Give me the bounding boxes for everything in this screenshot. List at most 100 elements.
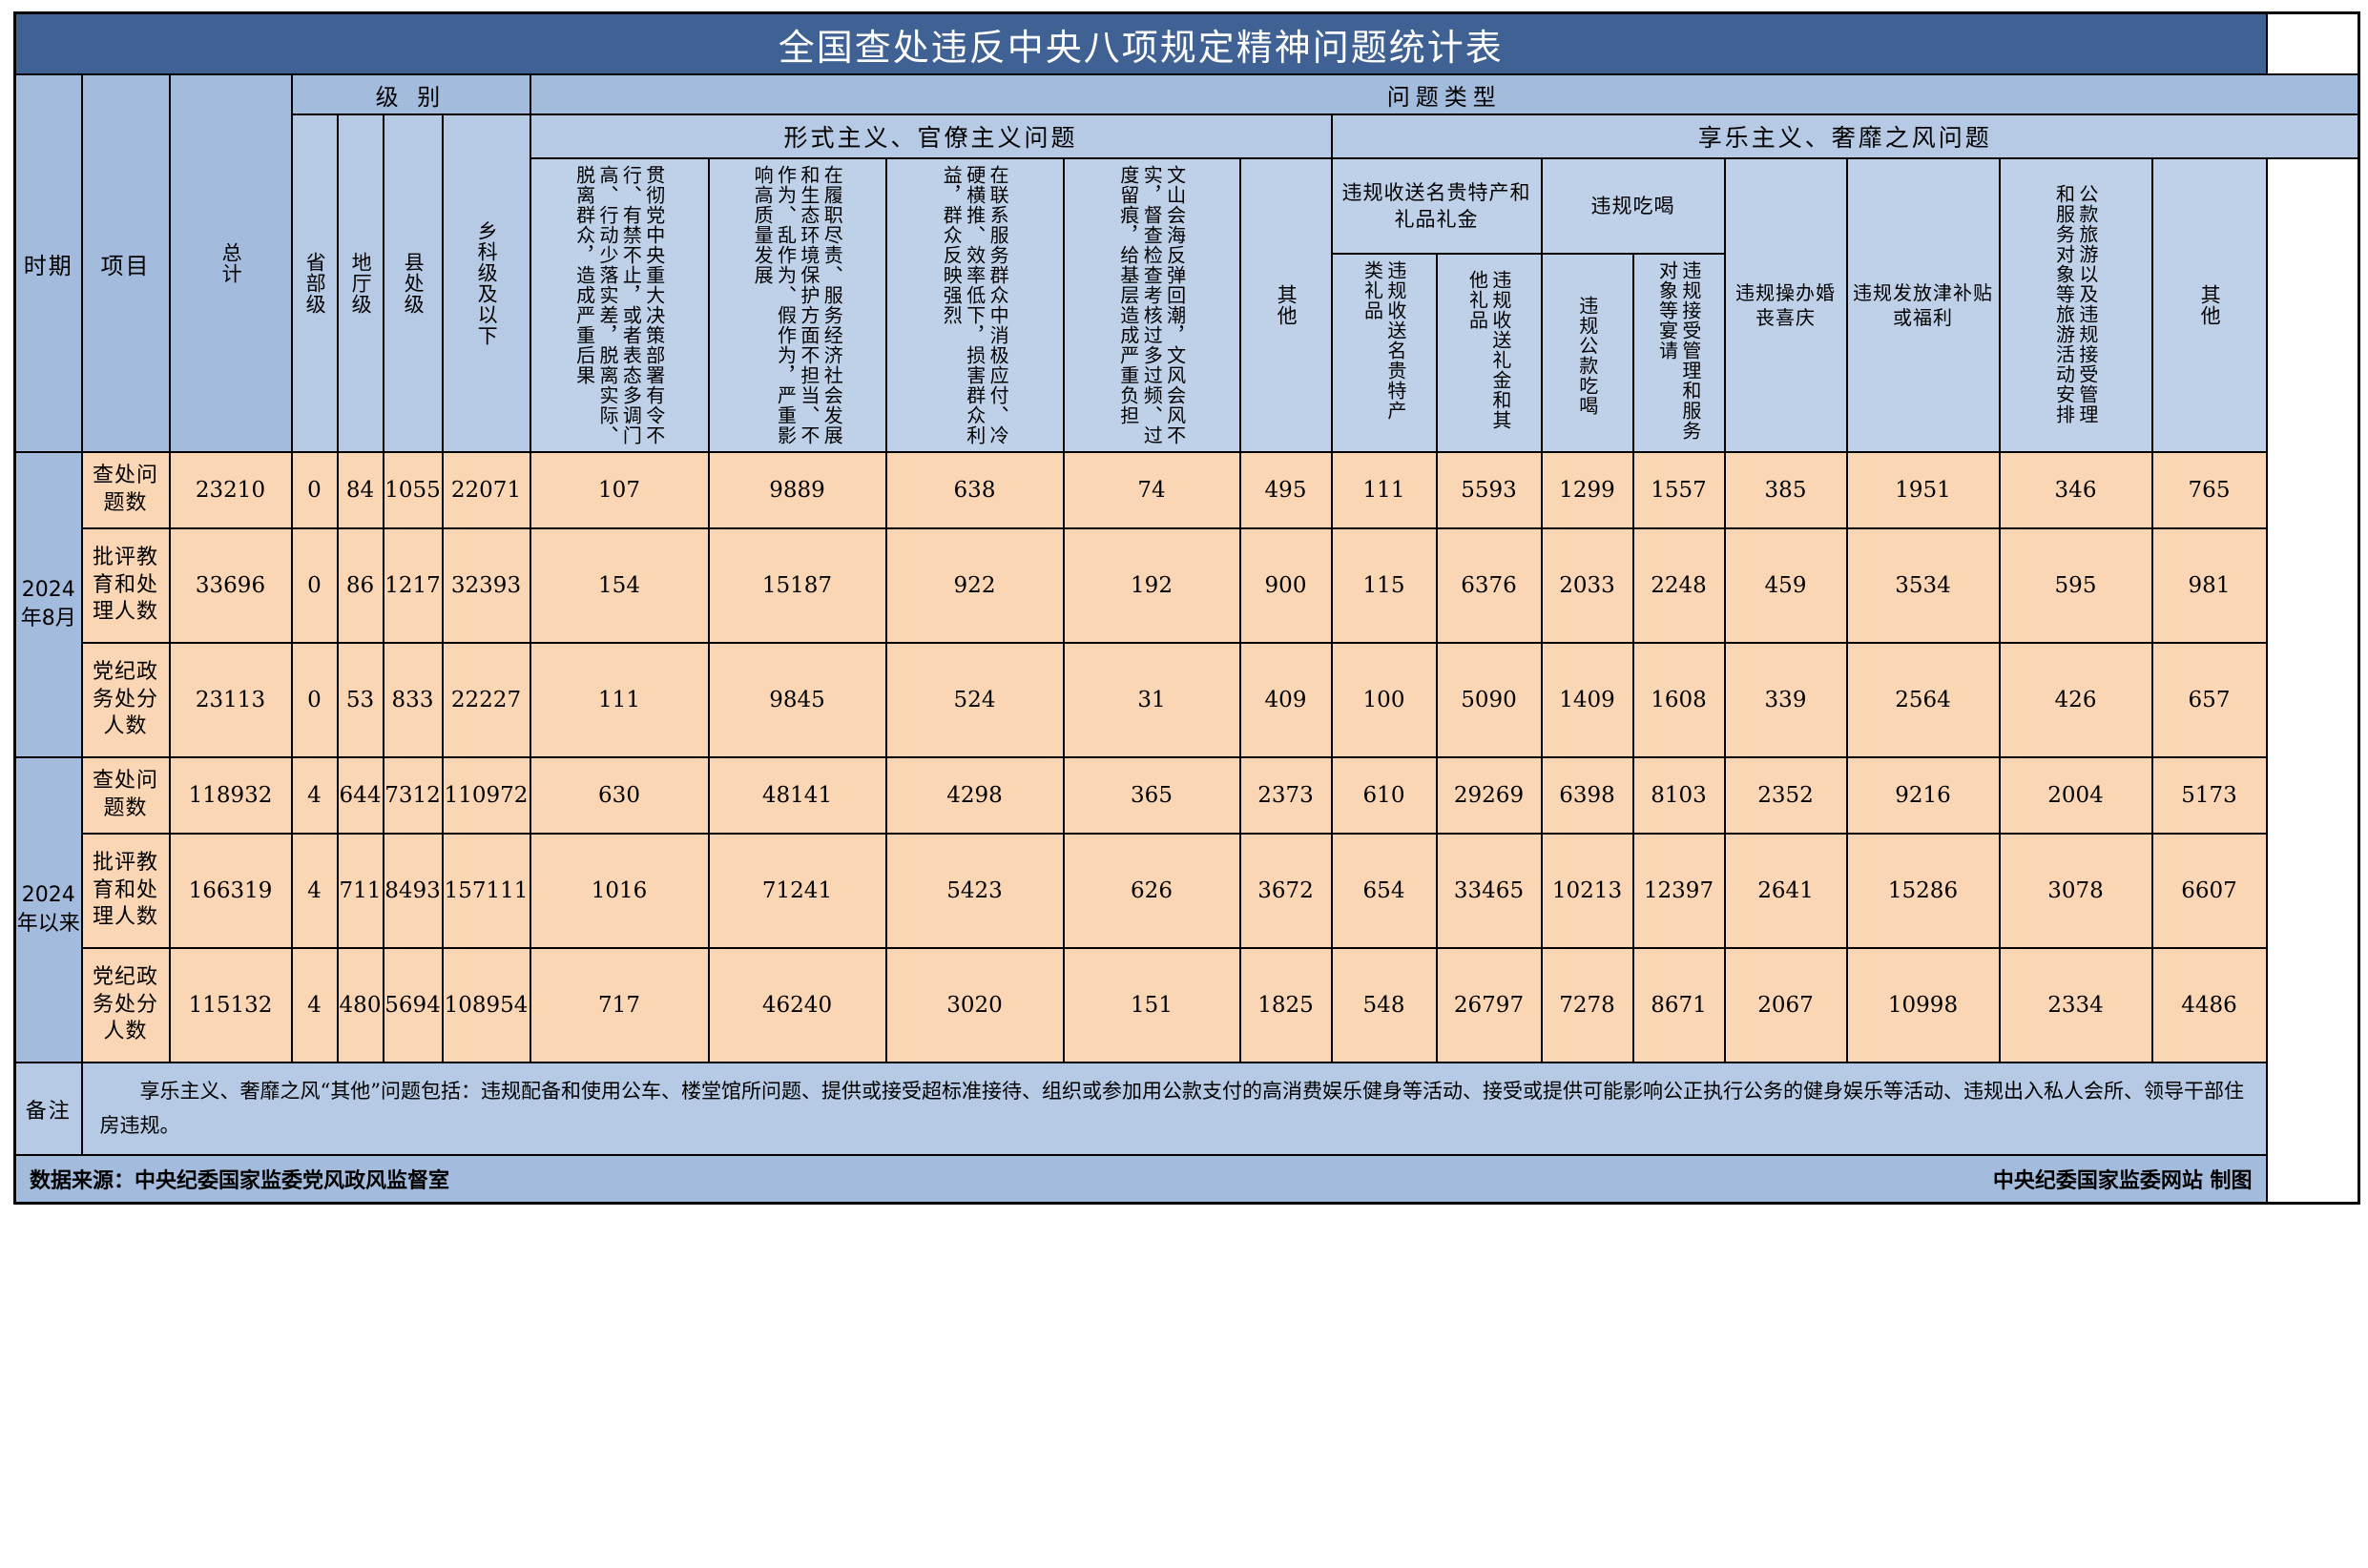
- period-cell-1: 2024年以来: [13, 756, 83, 1063]
- cell-travel: 2334: [1998, 947, 2153, 1063]
- cell-dining-1: 8103: [1631, 756, 1726, 835]
- cell-dining-1: 2248: [1631, 527, 1726, 644]
- row-label: 批评教育和处理人数: [80, 833, 171, 949]
- cell-level-1: 644: [336, 756, 384, 835]
- cell-formalism-0: 111: [529, 642, 710, 758]
- cell-formalism-2: 3020: [884, 947, 1065, 1063]
- row-label: 批评教育和处理人数: [80, 527, 171, 644]
- header-hedonism-group: 享乐主义、奢靡之风问题: [1330, 113, 2360, 159]
- header-gift-sub-1: 违规收送名贵特产类礼品: [1330, 253, 1438, 453]
- table-row: 党纪政务处分人数 115132 4 480 5694 108954 717 46…: [15, 947, 2359, 1063]
- cell-dining-0: 1409: [1540, 642, 1634, 758]
- cell-level-0: 0: [290, 642, 339, 758]
- cell-formalism-1: 15187: [707, 527, 887, 644]
- cell-level-2: 1217: [382, 527, 444, 644]
- cell-allowance: 3534: [1845, 527, 2001, 644]
- cell-level-1: 86: [336, 527, 384, 644]
- header-item: 项目: [80, 73, 171, 453]
- row-label: 查处问题数: [80, 451, 171, 529]
- row-label: 查处问题数: [80, 756, 171, 835]
- header-gift-sub-2: 违规收送礼金和其他礼品: [1435, 253, 1543, 453]
- cell-level-0: 0: [290, 527, 339, 644]
- cell-formalism-other: 3672: [1238, 833, 1333, 949]
- cell-formalism-2: 5423: [884, 833, 1065, 949]
- cell-travel: 426: [1998, 642, 2153, 758]
- page-title: 全国查处违反中央八项规定精神问题统计表: [13, 11, 2268, 75]
- cell-gift-0: 100: [1330, 642, 1438, 758]
- cell-formalism-2: 524: [884, 642, 1065, 758]
- cell-formalism-2: 638: [884, 451, 1065, 529]
- header-level-group: 级 别: [290, 73, 531, 115]
- cell-formalism-3: 31: [1062, 642, 1241, 758]
- cell-wedding: 459: [1723, 527, 1848, 644]
- header-wedding-col: 违规操办婚丧喜庆: [1723, 157, 1848, 453]
- cell-formalism-1: 9889: [707, 451, 887, 529]
- cell-formalism-other: 2373: [1238, 756, 1333, 835]
- cell-hedonism-other: 5173: [2150, 756, 2268, 835]
- cell-formalism-3: 192: [1062, 527, 1241, 644]
- cell-dining-0: 2033: [1540, 527, 1634, 644]
- cell-formalism-1: 71241: [707, 833, 887, 949]
- header-dining-sub-1-label: 违规公款吃喝: [1575, 296, 1599, 416]
- cell-hedonism-other: 657: [2150, 642, 2268, 758]
- cell-formalism-1: 9845: [707, 642, 887, 758]
- cell-dining-0: 7278: [1540, 947, 1634, 1063]
- cell-wedding: 2352: [1723, 756, 1848, 835]
- cell-level-0: 4: [290, 947, 339, 1063]
- header-allowance-col: 违规发放津补贴或福利: [1845, 157, 2001, 453]
- header-formalism-group: 形式主义、官僚主义问题: [529, 113, 1333, 159]
- header-level-xianchu: 县处级: [382, 113, 444, 453]
- cell-level-0: 4: [290, 756, 339, 835]
- cell-formalism-2: 922: [884, 527, 1065, 644]
- cell-formalism-other: 900: [1238, 527, 1333, 644]
- cell-formalism-0: 717: [529, 947, 710, 1063]
- cell-total: 166319: [168, 833, 293, 949]
- cell-level-1: 84: [336, 451, 384, 529]
- cell-formalism-1: 48141: [707, 756, 887, 835]
- header-formalism-col-other-label: 其他: [1275, 284, 1298, 326]
- table-row: 2024年8月 查处问题数 23210 0 84 1055 22071 107 …: [13, 451, 2359, 758]
- header-allowance-col-label: 违规发放津补贴或福利: [1853, 281, 1993, 329]
- cell-formalism-other: 1825: [1238, 947, 1333, 1063]
- cell-level-3: 157111: [441, 833, 531, 949]
- cell-hedonism-other: 6607: [2150, 833, 2268, 949]
- note-row: 备注 享乐主义、奢靡之风“其他”问题包括：违规配备和使用公车、楼堂馆所问题、提供…: [13, 1061, 2359, 1157]
- cell-allowance: 10998: [1845, 947, 2001, 1063]
- period-cell-0: 2024年8月: [13, 451, 83, 758]
- header-dining-sub-2: 违规接受管理和服务对象等宴请: [1631, 253, 1726, 453]
- cell-dining-1: 12397: [1631, 833, 1726, 949]
- cell-level-3: 108954: [441, 947, 531, 1063]
- header-hedonism-other-col: 其他: [2150, 157, 2268, 453]
- cell-travel: 346: [1998, 451, 2153, 529]
- header-row-3: 贯彻党中央重大决策部署有令不行、有禁不止，或者表态多调门高、行动少落实差，脱离实…: [15, 157, 2359, 453]
- cell-allowance: 15286: [1845, 833, 2001, 949]
- header-gift-sub-1-label: 违规收送名贵特产类礼品: [1361, 260, 1407, 421]
- cell-gift-1: 6376: [1435, 527, 1543, 644]
- cell-total: 115132: [168, 947, 293, 1063]
- cell-gift-0: 654: [1330, 833, 1438, 949]
- header-formalism-col-4-label: 文山会海反弹回潮，文风会风不实，督查检查考核过多过频、过度留痕，给基层造成严重负…: [1116, 165, 1187, 445]
- cell-formalism-3: 151: [1062, 947, 1241, 1063]
- cell-gift-1: 29269: [1435, 756, 1543, 835]
- cell-wedding: 339: [1723, 642, 1848, 758]
- header-formalism-col-3-label: 在联系服务群众中消极应付、冷硬横推、效率低下，损害群众利益，群众反映强烈: [940, 165, 1010, 445]
- cell-formalism-0: 154: [529, 527, 710, 644]
- cell-total: 23210: [168, 451, 293, 529]
- table-row: 党纪政务处分人数 23113 0 53 833 22227 111 9845 5…: [15, 642, 2359, 758]
- header-dining-sub-1: 违规公款吃喝: [1540, 253, 1634, 453]
- header-hedonism-other-col-label: 其他: [2198, 284, 2222, 326]
- cell-level-3: 32393: [441, 527, 531, 644]
- cell-level-1: 711: [336, 833, 384, 949]
- row-label: 党纪政务处分人数: [80, 642, 171, 758]
- header-total-label: 总计: [219, 242, 243, 284]
- header-dining-sub-2-label: 违规接受管理和服务对象等宴请: [1655, 260, 1702, 441]
- header-wedding-col-label: 违规操办婚丧喜庆: [1735, 281, 1836, 329]
- header-row-2: 省部级 地厅级 县处级 乡科级及以下 形式主义、官僚主义问题 享乐主义、奢靡之风…: [15, 113, 2360, 453]
- cell-formalism-3: 365: [1062, 756, 1241, 835]
- note-cell: 享乐主义、奢靡之风“其他”问题包括：违规配备和使用公车、楼堂馆所问题、提供或接受…: [80, 1061, 2268, 1157]
- cell-dining-1: 1557: [1631, 451, 1726, 529]
- cell-formalism-0: 1016: [529, 833, 710, 949]
- header-total: 总计: [168, 73, 293, 453]
- cell-gift-1: 5090: [1435, 642, 1543, 758]
- credit-text: 中央纪委国家监委网站 制图: [1992, 1169, 2253, 1194]
